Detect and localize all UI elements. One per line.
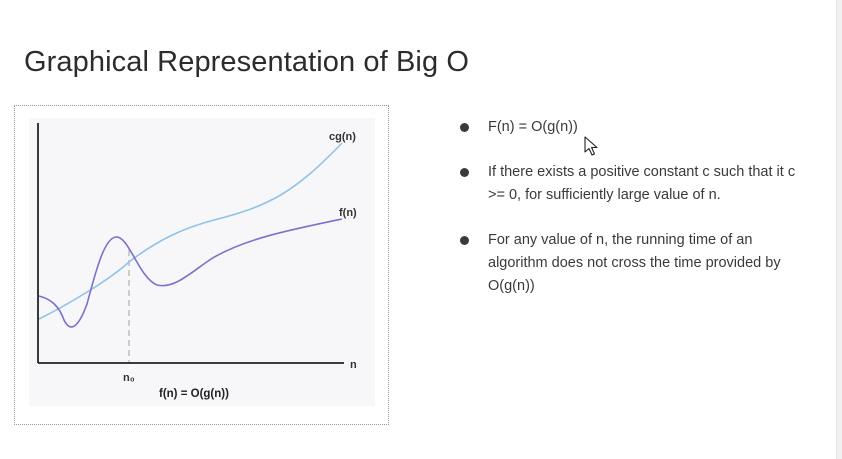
bullet-item: If there exists a positive constant c su… bbox=[460, 161, 800, 207]
figure-frame: cg(n) f(n) n n₀ f(n) = O(g(n)) bbox=[14, 105, 389, 425]
bullet-text: For any value of n, the running time of … bbox=[488, 232, 781, 294]
bullet-item: For any value of n, the running time of … bbox=[460, 229, 800, 298]
bullet-dot-icon bbox=[460, 236, 469, 245]
bullet-dot-icon bbox=[460, 123, 469, 132]
bullet-text: If there exists a positive constant c su… bbox=[488, 164, 796, 203]
window-edge bbox=[836, 0, 842, 459]
bullet-text: F(n) = O(g(n)) bbox=[488, 119, 578, 135]
graph-caption: f(n) = O(g(n)) bbox=[159, 388, 229, 400]
cg-curve bbox=[38, 142, 343, 320]
f-label: f(n) bbox=[339, 207, 357, 219]
bullet-item: F(n) = O(g(n)) bbox=[460, 116, 800, 139]
big-o-graph: cg(n) f(n) n n₀ f(n) = O(g(n)) bbox=[29, 118, 375, 406]
bullet-dot-icon bbox=[460, 168, 469, 177]
graph-svg: cg(n) f(n) n n₀ f(n) = O(g(n)) bbox=[37, 123, 357, 400]
f-curve bbox=[38, 218, 343, 328]
slide-title: Graphical Representation of Big O bbox=[24, 46, 469, 78]
n0-label: n₀ bbox=[123, 372, 135, 384]
cg-label: cg(n) bbox=[329, 131, 356, 143]
n-label: n bbox=[350, 359, 357, 371]
mouse-pointer-icon bbox=[584, 136, 598, 156]
bullet-list: F(n) = O(g(n)) If there exists a positiv… bbox=[460, 116, 800, 320]
